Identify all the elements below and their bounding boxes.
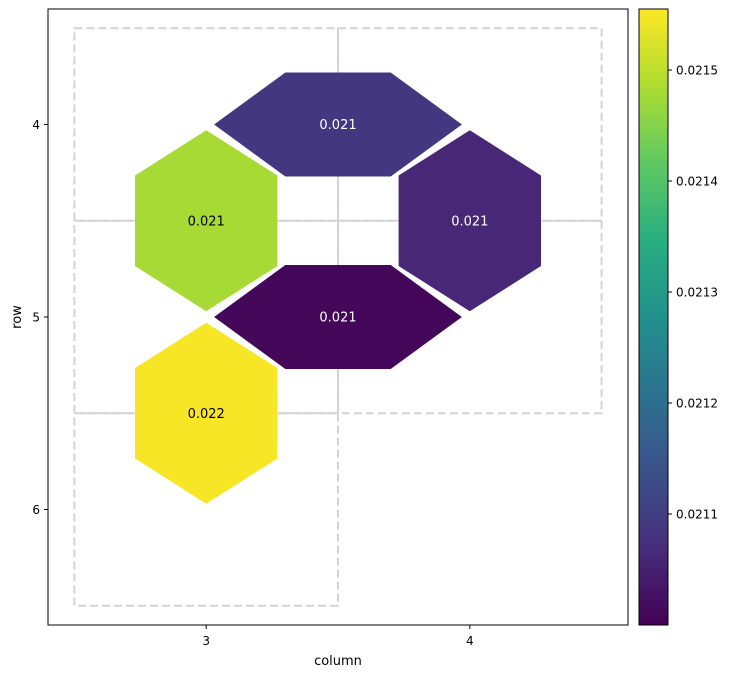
colorbar-tick-label-2: 0.0213 — [676, 286, 718, 300]
hex-cell-0 — [135, 130, 278, 312]
y-axis-ticks: 4 5 6 — [32, 118, 48, 517]
heatmap-cells: 0.021 0.021 0.022 0.021 0.021 — [135, 72, 541, 504]
edge-cell-3 — [214, 72, 462, 177]
cell-value-label-3: 0.021 — [319, 118, 356, 133]
colorbar-tick-label-3: 0.0214 — [676, 175, 718, 189]
edge-cell-4 — [214, 265, 462, 369]
hex-cell-2 — [135, 322, 278, 504]
x-tick-label-0: 3 — [202, 634, 210, 648]
dashed-box-0 — [73, 27, 339, 222]
colorbar-tick-label-1: 0.0212 — [676, 397, 718, 411]
y-tick-label-1: 5 — [32, 311, 40, 325]
y-axis-label: row — [10, 305, 25, 329]
x-axis-label: column — [314, 654, 362, 669]
x-tick-label-1: 4 — [466, 634, 474, 648]
colorbar-ticks: 0.0211 0.0212 0.0213 0.0214 0.0215 — [668, 64, 718, 522]
colorbar-tick-label-4: 0.0215 — [676, 64, 718, 78]
cell-value-label-2: 0.022 — [188, 407, 225, 422]
cell-value-label-1: 0.021 — [451, 214, 488, 229]
plot-area: 0.021 0.021 0.022 0.021 0.021 — [47, 8, 629, 626]
dashed-box-2 — [73, 219, 339, 415]
colorbar: 0.0211 0.0212 0.0213 0.0214 0.0215 — [638, 8, 718, 626]
y-tick-label-0: 4 — [32, 118, 40, 132]
hex-cell-1 — [398, 130, 541, 312]
dashed-box-4 — [73, 412, 339, 607]
colorbar-gradient — [638, 8, 669, 626]
y-tick-label-2: 6 — [32, 503, 40, 517]
colorbar-tick-label-0: 0.0211 — [676, 508, 718, 522]
cell-value-label-0: 0.021 — [188, 214, 225, 229]
cell-value-label-4: 0.021 — [319, 311, 356, 326]
